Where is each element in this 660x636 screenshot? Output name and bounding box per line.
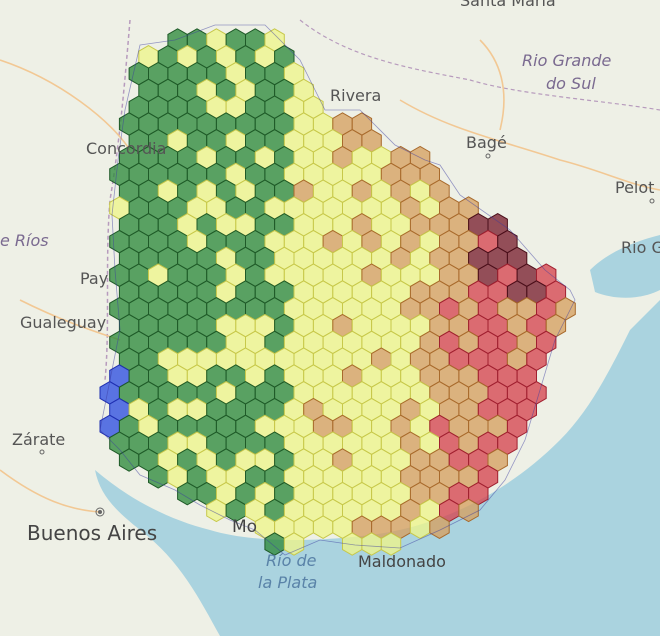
label-concordia: Concordia [86, 139, 166, 158]
label-gualeguaychu: Gualeguay [20, 313, 106, 332]
label-entre-rios: e Ríos [0, 231, 49, 250]
label-zarate: Zárate [12, 430, 65, 449]
city-markers [39, 153, 655, 517]
hex-cell[interactable] [458, 498, 479, 523]
country-border [104, 19, 131, 381]
hex-cell[interactable] [148, 465, 169, 489]
label-rio-grande: Rio G [621, 238, 660, 257]
label-rio-grande-do-sul: Rio Grande [522, 51, 612, 70]
label-paysandu: Pay [80, 269, 108, 288]
hex-cell[interactable] [380, 532, 402, 556]
road [399, 39, 660, 191]
city-marker [95, 507, 105, 517]
hexbin-layer [99, 24, 576, 556]
lagoon-water [590, 235, 660, 298]
city-marker [649, 198, 655, 204]
rio-de-la-plata-water [95, 300, 660, 636]
label-rio-de-la-plata: Río de [266, 551, 317, 570]
hex-cell[interactable] [409, 515, 431, 539]
map-labels: Santa Maria Rio Grande do Sul Rivera Bag… [0, 0, 660, 592]
city-marker [39, 449, 45, 455]
city-marker [485, 153, 491, 159]
label-rio-de-la-plata-2: la Plata [258, 573, 317, 592]
hex-cell[interactable] [118, 448, 140, 472]
hex-cell[interactable] [312, 515, 334, 539]
city-marker [98, 510, 102, 514]
country-outline [99, 24, 576, 556]
state-border [299, 19, 660, 111]
label-pelotas: Pelot [615, 178, 654, 197]
label-rio-grande-do-sul-2: do Sul [546, 74, 596, 93]
label-montevideo: Mo [232, 517, 257, 537]
label-rivera: Rivera [330, 86, 381, 105]
hex-cell[interactable] [206, 498, 227, 523]
label-bage: Bagé [466, 133, 507, 152]
label-maldonado: Maldonado [358, 552, 446, 571]
label-santa-maria: Santa Maria [460, 0, 556, 10]
hex-cell[interactable] [283, 532, 305, 556]
label-buenos-aires: Buenos Aires [27, 521, 157, 545]
